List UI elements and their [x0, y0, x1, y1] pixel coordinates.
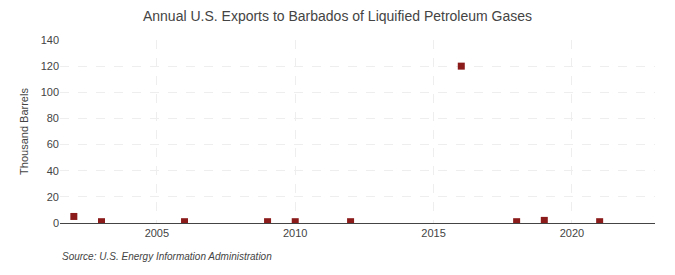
svg-text:80: 80	[47, 112, 59, 124]
svg-text:Source: U.S. Energy Informatio: Source: U.S. Energy Information Administ…	[62, 251, 272, 262]
svg-text:Annual U.S. Exports to Barbado: Annual U.S. Exports to Barbados of Liqui…	[143, 8, 532, 24]
svg-text:Thousand Barrels: Thousand Barrels	[18, 88, 30, 175]
svg-text:2015: 2015	[421, 227, 445, 239]
svg-text:100: 100	[41, 86, 59, 98]
svg-text:140: 140	[41, 34, 59, 46]
svg-text:2020: 2020	[560, 227, 584, 239]
svg-text:120: 120	[41, 60, 59, 72]
svg-text:0: 0	[53, 217, 59, 229]
svg-text:20: 20	[47, 191, 59, 203]
svg-text:2005: 2005	[145, 227, 169, 239]
svg-text:2010: 2010	[283, 227, 307, 239]
svg-text:60: 60	[47, 138, 59, 150]
svg-text:40: 40	[47, 165, 59, 177]
